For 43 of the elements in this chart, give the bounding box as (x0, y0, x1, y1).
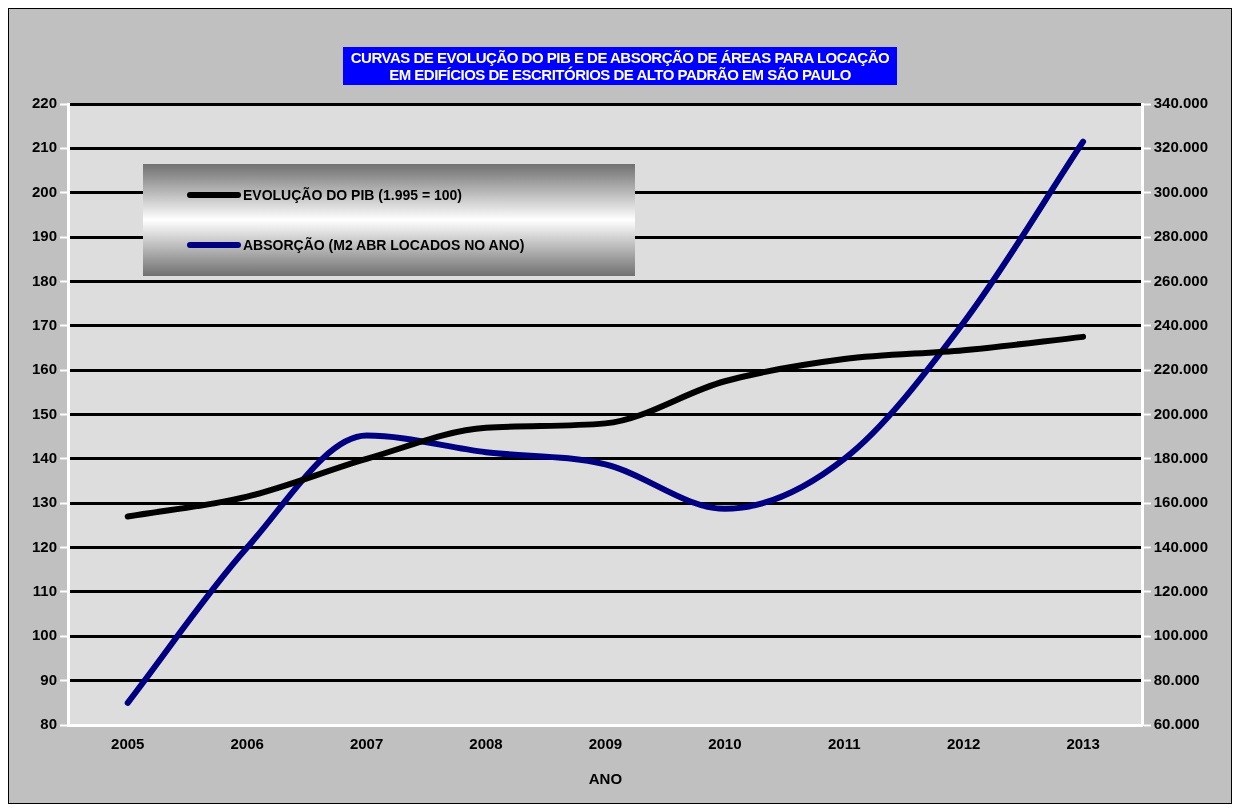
legend-label: ABSORÇÃO (M2 ABR LOCADOS NO ANO) (243, 237, 525, 253)
x-axis-title: ANO (588, 770, 623, 788)
y2-tick-label: 260.000 (1153, 271, 1209, 289)
y2-tick-label: 100.000 (1153, 626, 1209, 644)
chart-title: CURVAS DE EVOLUÇÃO DO PIB E DE ABSORÇÃO DE ÁREAS PARA LOCAÇÃO EM EDIFÍCIOS DE ESCRITÓRIOS DE ALTO PADRÃO EM SÃO PAULO (342, 47, 898, 85)
y2-tick-label: 180.000 (1153, 449, 1209, 466)
x-tick-label: 2010 (708, 735, 742, 753)
y-tick-label: 130 (32, 493, 58, 511)
y-tick-label: 100 (32, 626, 58, 644)
y2-tick-label: 160.000 (1153, 493, 1209, 511)
x-tick-label: 2013 (1066, 735, 1100, 753)
y-tick-label: 80 (40, 715, 58, 733)
y2-tick-label: 220.000 (1153, 360, 1209, 378)
y-tick-label: 190 (32, 227, 58, 245)
x-tick-label: 2008 (469, 735, 503, 753)
y2-tick-label: 200.000 (1153, 404, 1209, 422)
y-tick-label: 120 (32, 537, 58, 555)
y2-tick-label: 240.000 (1153, 315, 1209, 333)
y2-tick-label: 140.000 (1153, 537, 1209, 555)
x-tick-label: 2012 (946, 735, 981, 753)
y-tick-label: 220 (32, 94, 58, 112)
y2-tick-label: 340.000 (1153, 94, 1209, 112)
y-tick-label: 210 (32, 138, 58, 156)
y-tick-label: 90 (40, 670, 58, 688)
y2-tick-label: 80.000 (1153, 670, 1200, 688)
y2-tick-label: 120.000 (1153, 582, 1209, 600)
y2-tick-label: 60.000 (1153, 715, 1200, 733)
y2-tick-label: 280.000 (1153, 227, 1209, 245)
x-tick-label: 2005 (111, 735, 145, 753)
legend-label: EVOLUÇÃO DO PIB (1.995 = 100) (243, 187, 463, 203)
x-tick-label: 2007 (349, 735, 384, 753)
y-tick-label: 200 (32, 182, 58, 200)
y2-tick-label: 300.000 (1153, 182, 1209, 200)
x-tick-label: 2011 (827, 735, 861, 753)
y-tick-label: 150 (32, 404, 58, 422)
x-tick-label: 2009 (588, 735, 623, 753)
y-tick-label: 140 (32, 449, 58, 466)
y-tick-label: 110 (32, 582, 58, 600)
y-tick-label: 160 (32, 360, 58, 378)
y2-tick-label: 320.000 (1153, 138, 1209, 156)
x-tick-label: 2006 (230, 735, 264, 753)
y-tick-label: 180 (32, 271, 58, 289)
y-tick-label: 170 (32, 315, 58, 333)
